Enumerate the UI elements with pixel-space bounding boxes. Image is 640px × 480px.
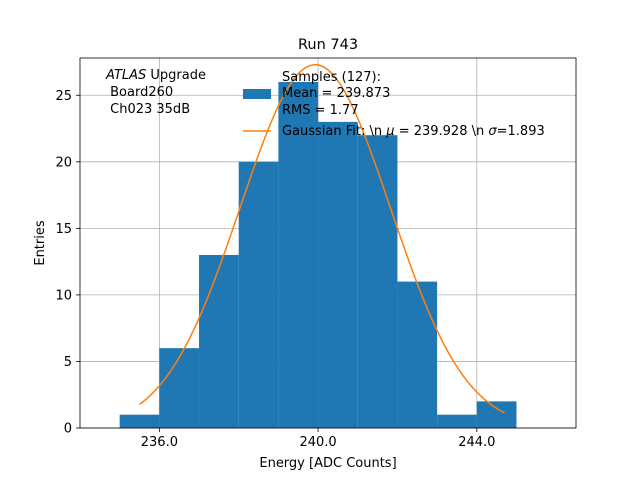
histogram-bar: [119, 414, 160, 428]
histogram-bar: [357, 135, 398, 428]
chart-title: Run 743: [298, 37, 358, 53]
histogram-bar: [199, 254, 239, 428]
legend-histogram-swatch: [243, 89, 271, 99]
x-axis-label: Energy [ADC Counts]: [259, 456, 396, 471]
y-tick-label: 0: [64, 422, 72, 437]
histogram-bars: [119, 81, 517, 429]
annotation-line-2: Board260: [106, 85, 173, 100]
y-tick-label: 10: [55, 288, 72, 303]
y-axis-ticks: 0 5 10 15 20 25: [55, 89, 80, 437]
histogram-bar: [437, 414, 477, 428]
y-axis-label: Entries: [33, 220, 48, 266]
gaussian-fit-line: [139, 63, 505, 414]
y-tick-label: 5: [64, 355, 72, 370]
x-tick-label: 240.0: [299, 435, 336, 450]
legend-histogram-line-1: Samples (127):: [282, 70, 381, 85]
histogram-bar: [238, 161, 279, 429]
histogram-bar: [159, 348, 200, 428]
legend-histogram-line-2: Mean = 239.873: [282, 86, 390, 101]
y-tick-label: 25: [55, 89, 72, 104]
x-tick-label: 236.0: [141, 435, 178, 450]
histogram-bar: [318, 121, 358, 429]
atlas-annotation: ATLAS Upgrade Board260 Ch023 35dB: [105, 68, 206, 117]
y-tick-label: 20: [55, 155, 72, 170]
x-axis-ticks: 236.0 240.0 244.0: [141, 428, 495, 450]
legend: Samples (127): Mean = 239.873 RMS = 1.77…: [243, 70, 545, 139]
histogram-bar: [397, 281, 438, 428]
x-tick-label: 244.0: [458, 435, 495, 450]
annotation-line-3: Ch023 35dB: [106, 102, 190, 117]
plot-frame: [79, 57, 577, 429]
annotation-line-1: ATLAS Upgrade: [105, 68, 206, 83]
histogram-bar: [476, 401, 517, 428]
y-tick-label: 15: [55, 222, 72, 237]
histogram-bar: [278, 81, 319, 428]
legend-fit-label: Gaussian Fit: \n μ = 239.928 \n σ=1.893: [282, 124, 545, 139]
legend-histogram-line-3: RMS = 1.77: [282, 103, 359, 118]
